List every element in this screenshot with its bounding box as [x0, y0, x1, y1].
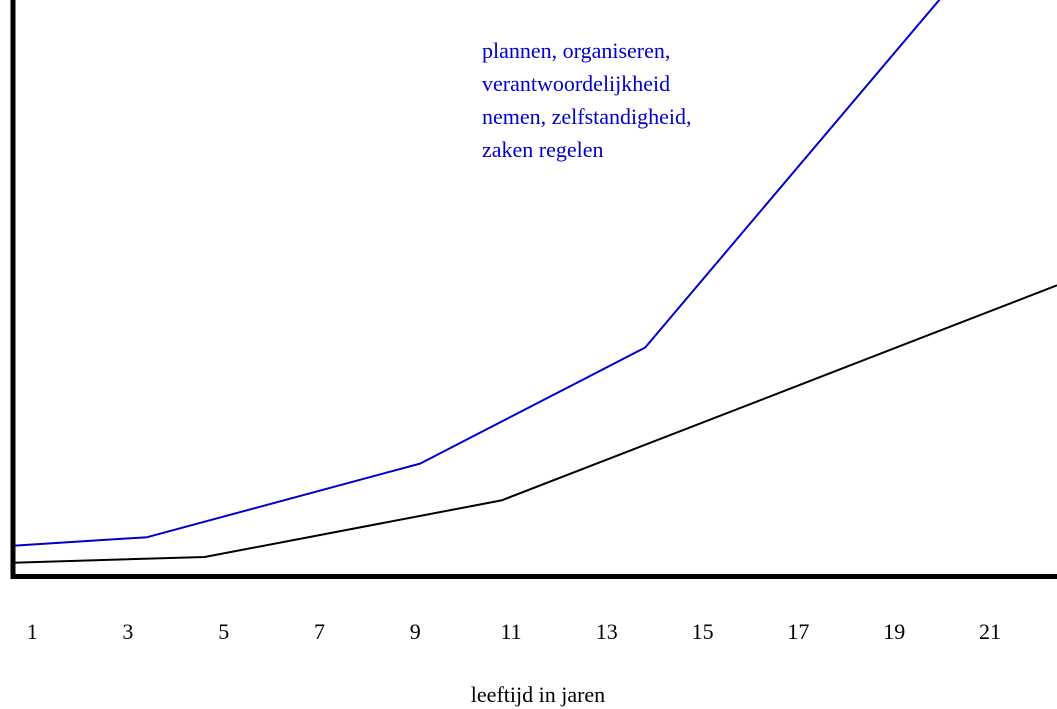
annotation-line: zaken regelen [482, 137, 604, 162]
x-tick-label: 1 [27, 619, 38, 644]
x-tick-label: 19 [883, 619, 905, 644]
x-tick-label: 5 [218, 619, 229, 644]
annotation-line: plannen, organiseren, [482, 38, 670, 63]
x-axis-title: leeftijd in jaren [471, 682, 605, 707]
x-tick-labels: 1 3 5 7 9 11 13 15 17 19 21 [27, 619, 1001, 644]
x-tick-label: 3 [122, 619, 133, 644]
annotation-layer: plannen, organiseren, verantwoordelijkhei… [482, 38, 692, 162]
x-tick-label: 13 [596, 619, 618, 644]
annotation-text: plannen, organiseren, verantwoordelijkhei… [482, 38, 692, 162]
x-tick-label: 11 [501, 619, 522, 644]
x-tick-label: 9 [410, 619, 421, 644]
series-line-1 [12, 284, 1057, 564]
x-tick-label: 21 [979, 619, 1001, 644]
x-tick-label: 17 [787, 619, 809, 644]
series-layer [12, 0, 1057, 564]
annotation-line: nemen, zelfstandigheid, [482, 104, 692, 129]
x-tick-label: 7 [314, 619, 325, 644]
series-line-0 [12, 0, 941, 547]
annotation-line: verantwoordelijkheid [482, 71, 670, 96]
x-tick-label: 15 [692, 619, 714, 644]
